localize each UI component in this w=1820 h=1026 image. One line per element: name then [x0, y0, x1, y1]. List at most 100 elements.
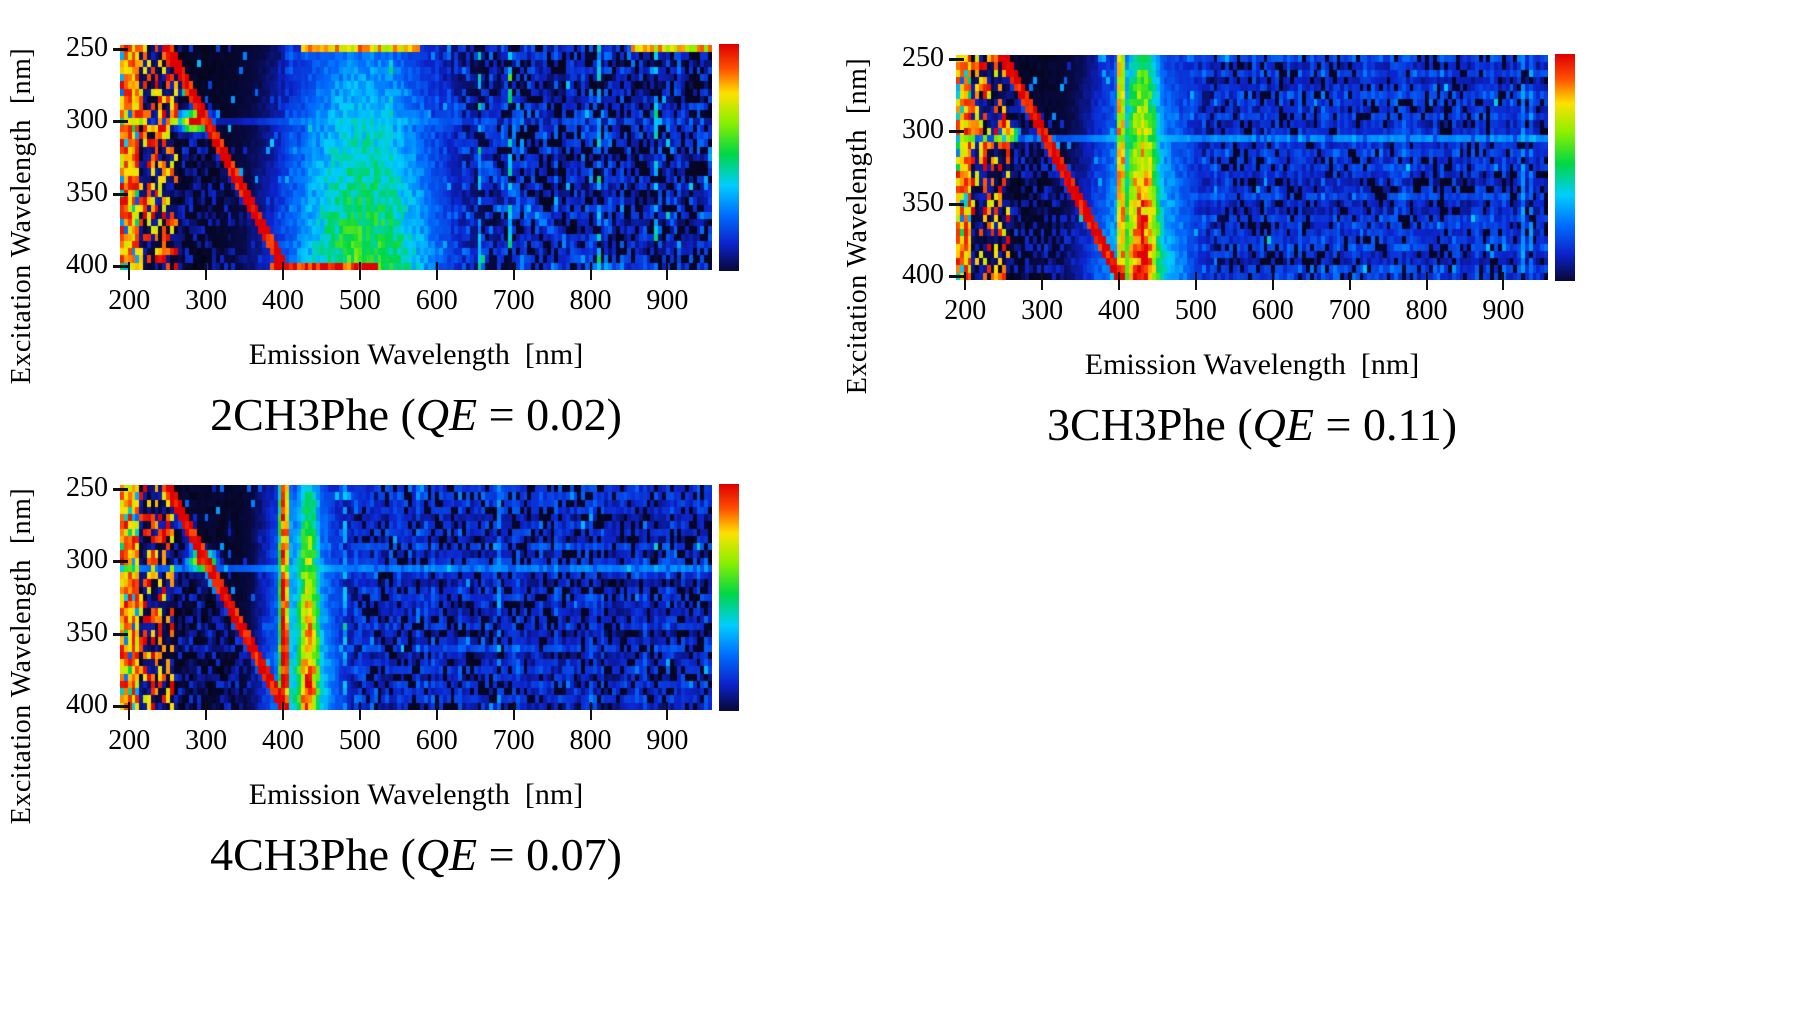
- y-tick-mark: [949, 57, 964, 61]
- x-tick-mark: [281, 262, 284, 280]
- x-tick-mark: [1502, 272, 1505, 290]
- x-tick-mark: [281, 702, 284, 720]
- x-tick-mark: [435, 262, 438, 280]
- x-tick-mark: [589, 702, 592, 720]
- x-tick-mark: [435, 702, 438, 720]
- x-tick-mark: [128, 262, 131, 280]
- x-tick-label: 900: [646, 725, 689, 756]
- x-tick-label: 200: [108, 725, 151, 756]
- y-tick-mark: [113, 487, 128, 491]
- title-text: = 0.02): [477, 389, 622, 440]
- x-tick-label: 300: [185, 285, 228, 316]
- y-tick-label: 300: [902, 114, 944, 146]
- y-tick-label: 250: [66, 31, 108, 63]
- x-tick-label: 900: [646, 285, 689, 316]
- y-tick-label: 350: [66, 176, 108, 208]
- y-axis-label: Excitation Wavelength [nm]: [6, 487, 37, 825]
- eem-panel-4ch3phe: Excitation Wavelength [nm] 250 300 350 400 …: [2, 448, 782, 918]
- x-tick-label: 900: [1482, 295, 1525, 326]
- x-tick-mark: [358, 262, 361, 280]
- x-tick-mark: [1117, 272, 1120, 290]
- y-tick-mark: [113, 560, 128, 564]
- title-text: 3CH3Phe (: [1046, 399, 1253, 450]
- title-text: = 0.07): [477, 829, 622, 880]
- colorbar: [719, 44, 739, 271]
- x-tick-mark: [1271, 272, 1274, 290]
- x-tick-mark: [1348, 272, 1351, 290]
- eem-heatmap: [120, 485, 712, 710]
- eem-panel-3ch3phe: Excitation Wavelength [nm] 250 300 350 400 …: [838, 18, 1618, 488]
- y-tick-label: 250: [902, 41, 944, 73]
- x-tick-mark: [1194, 272, 1197, 290]
- y-tick-label: 350: [66, 616, 108, 648]
- panel-title: 4CH3Phe (QE = 0.07): [6, 828, 826, 881]
- eem-heatmap: [120, 45, 712, 270]
- y-tick-label: 250: [66, 471, 108, 503]
- y-axis-label: Excitation Wavelength [nm]: [6, 47, 37, 385]
- x-tick-label: 500: [338, 285, 381, 316]
- y-axis-label: Excitation Wavelength [nm]: [842, 57, 873, 395]
- x-tick-mark: [358, 702, 361, 720]
- x-tick-label: 300: [185, 725, 228, 756]
- x-tick-mark: [1041, 272, 1044, 290]
- eem-panel-2ch3phe: Excitation Wavelength [nm] 250 300 350 400 …: [2, 8, 782, 478]
- x-tick-label: 800: [569, 285, 612, 316]
- x-tick-label: 600: [415, 285, 458, 316]
- colorbar: [1555, 54, 1575, 281]
- title-text: = 0.11): [1314, 399, 1458, 450]
- y-tick-mark: [113, 632, 128, 636]
- x-axis-label: Emission Wavelength [nm]: [248, 778, 584, 811]
- colorbar: [719, 484, 739, 711]
- eem-heatmap: [956, 55, 1548, 280]
- x-tick-label: 300: [1021, 295, 1064, 326]
- y-tick-mark: [113, 192, 128, 196]
- x-tick-mark: [512, 262, 515, 280]
- x-tick-label: 600: [415, 725, 458, 756]
- x-tick-label: 200: [944, 295, 987, 326]
- x-tick-label: 500: [1174, 295, 1217, 326]
- x-tick-label: 800: [1405, 295, 1448, 326]
- y-tick-mark: [949, 130, 964, 134]
- title-qe: QE: [415, 829, 478, 880]
- y-tick-mark: [113, 120, 128, 124]
- x-tick-mark: [512, 702, 515, 720]
- x-tick-mark: [205, 702, 208, 720]
- y-tick-label: 350: [902, 186, 944, 218]
- x-tick-mark: [1425, 272, 1428, 290]
- x-tick-label: 600: [1251, 295, 1294, 326]
- y-tick-mark: [113, 47, 128, 51]
- x-tick-label: 700: [492, 725, 535, 756]
- panel-title: 3CH3Phe (QE = 0.11): [842, 398, 1662, 451]
- x-tick-label: 400: [261, 285, 304, 316]
- y-tick-label: 400: [66, 689, 108, 721]
- x-tick-label: 800: [569, 725, 612, 756]
- y-tick-mark: [113, 705, 128, 709]
- y-tick-label: 300: [66, 104, 108, 136]
- y-tick-mark: [949, 275, 964, 279]
- x-tick-label: 400: [1097, 295, 1140, 326]
- x-tick-label: 700: [492, 285, 535, 316]
- title-qe: QE: [415, 389, 478, 440]
- x-tick-mark: [589, 262, 592, 280]
- title-text: 4CH3Phe (: [210, 829, 416, 880]
- y-tick-label: 400: [902, 259, 944, 291]
- y-tick-mark: [949, 202, 964, 206]
- x-tick-label: 700: [1328, 295, 1371, 326]
- panel-title: 2CH3Phe (QE = 0.02): [6, 388, 826, 441]
- title-qe: QE: [1252, 399, 1314, 450]
- x-tick-mark: [964, 272, 967, 290]
- x-tick-mark: [666, 702, 669, 720]
- y-tick-label: 300: [66, 544, 108, 576]
- y-tick-mark: [113, 265, 128, 269]
- y-tick-label: 400: [66, 249, 108, 281]
- x-tick-mark: [666, 262, 669, 280]
- x-tick-mark: [128, 702, 131, 720]
- x-tick-label: 500: [338, 725, 381, 756]
- x-tick-label: 200: [108, 285, 151, 316]
- x-tick-mark: [205, 262, 208, 280]
- x-axis-label: Emission Wavelength [nm]: [248, 338, 584, 371]
- x-tick-label: 400: [261, 725, 304, 756]
- title-text: 2CH3Phe (: [210, 389, 416, 440]
- x-axis-label: Emission Wavelength [nm]: [1084, 348, 1420, 381]
